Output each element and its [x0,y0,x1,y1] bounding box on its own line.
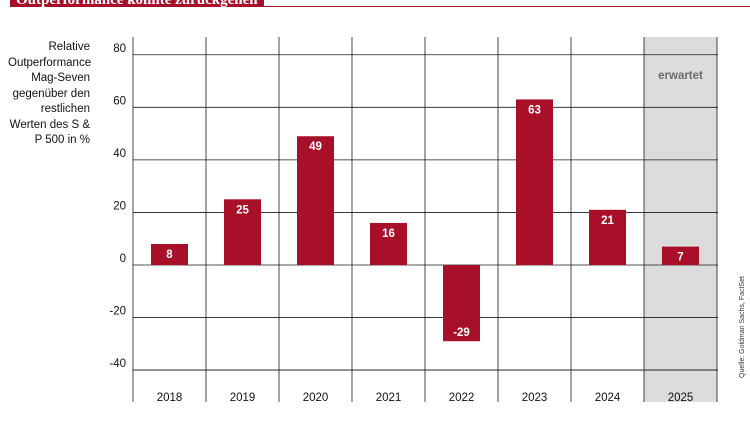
forecast-label: erwartet [658,70,703,82]
y-axis-label: Relative Outperformance Mag-Seven gegenü… [8,41,92,146]
bar [224,199,261,265]
gridlines [132,37,718,402]
title-banner: Outperformance könnte zurückgehen [10,0,264,8]
data-label: 49 [309,141,322,153]
bar [151,243,188,265]
x-tick-label: 2025 [668,392,694,404]
y-tick-label: -20 [109,306,126,318]
x-tick-label: 2019 [230,392,256,404]
x-tick-label: 2018 [157,392,183,404]
x-tick-label: 2021 [376,392,402,404]
data-label: 63 [528,104,541,116]
source-note: Quelle: Goldman Sachs, FactSet [739,276,746,378]
data-label: -29 [453,327,470,339]
forecast-band [644,37,717,402]
chart-labels: erwartet 80 60 40 20 0 -20 -40 8 2018 25 2019 49 2020… [109,43,703,404]
data-label: 16 [382,228,395,240]
x-tick-label: 2020 [303,392,329,404]
data-label: 21 [601,215,614,227]
y-tick-label: 60 [113,95,126,107]
x-tick-label: 2024 [595,392,621,404]
y-tick-label: -40 [109,358,126,370]
data-label: 7 [677,252,683,264]
y-tick-label: 80 [113,43,126,55]
x-tick-label: 2023 [522,392,548,404]
bars [151,99,699,342]
y-tick-label: 40 [113,148,126,160]
title-rule [10,6,750,7]
forecast-band-layer [644,37,717,402]
bar [370,222,407,265]
y-tick-label: 20 [113,200,126,212]
data-label: 25 [236,204,249,216]
chart-title: Outperformance könnte zurückgehen [16,0,258,8]
bar [589,209,626,265]
bar [443,265,480,342]
bar [297,136,334,265]
bar [662,246,699,265]
bar [516,99,553,265]
y-tick-label: 0 [120,253,126,265]
data-label: 8 [166,249,173,261]
x-tick-label: 2022 [449,392,475,404]
